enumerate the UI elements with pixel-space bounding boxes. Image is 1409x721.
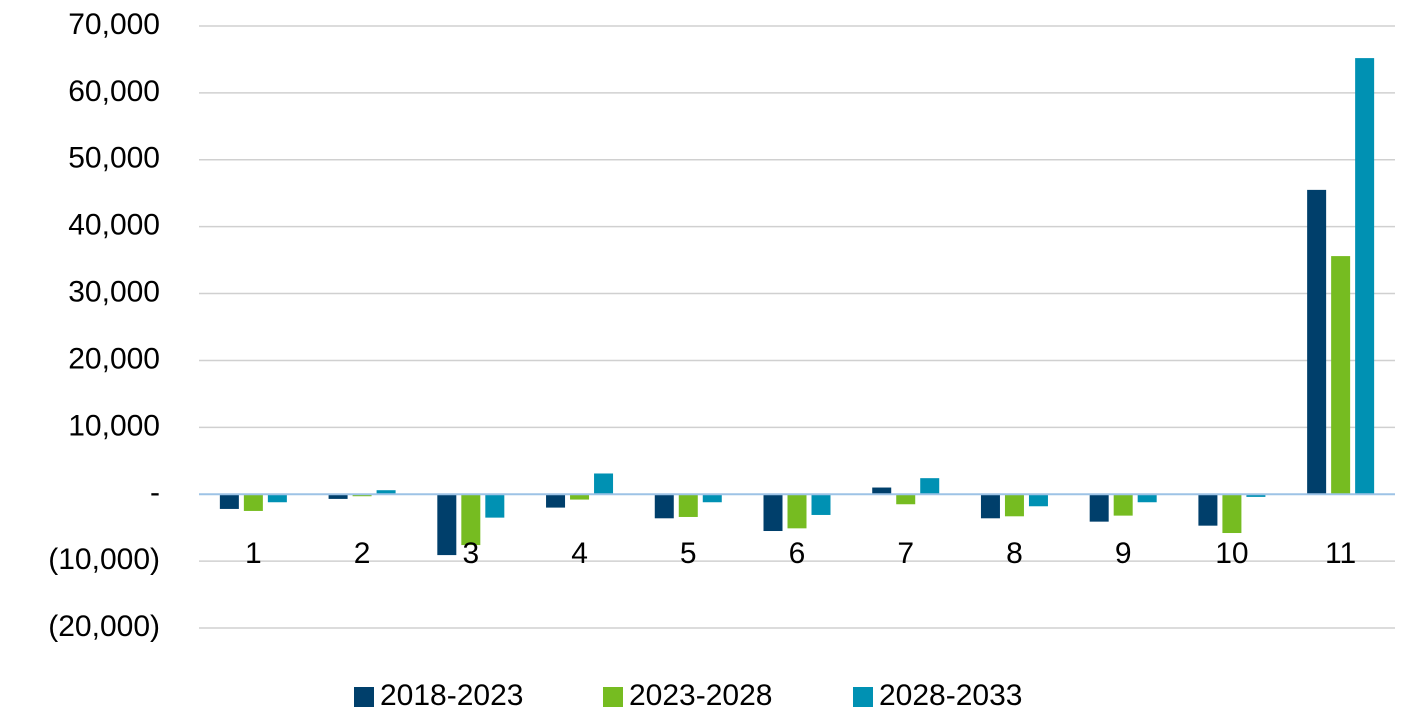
bar: [1355, 58, 1375, 495]
bar: [267, 494, 287, 503]
x-tick-label: 5: [680, 537, 697, 570]
bar: [1089, 494, 1109, 522]
bar: [811, 494, 831, 515]
bar: [654, 494, 674, 519]
bar: [702, 494, 722, 503]
bar: [328, 494, 348, 499]
bar: [787, 494, 807, 529]
bar: [980, 494, 1000, 519]
legend-label: 2018-2023: [380, 679, 523, 712]
y-tick-label: 40,000: [68, 209, 160, 242]
bar: [594, 473, 614, 495]
bar: [920, 478, 940, 495]
y-tick-label: 10,000: [68, 409, 160, 442]
x-tick-label: 6: [789, 537, 806, 570]
legend-label: 2023-2028: [629, 679, 772, 712]
bar: [1004, 494, 1024, 517]
y-tick-label: 30,000: [68, 275, 160, 308]
y-tick-label: 20,000: [68, 342, 160, 375]
bar: [1222, 494, 1242, 534]
x-tick-label: 2: [354, 537, 371, 570]
bar: [546, 494, 566, 508]
bar: [1331, 256, 1351, 495]
x-tick-label: 8: [1006, 537, 1023, 570]
bar: [1137, 494, 1157, 503]
bar: [1198, 494, 1218, 526]
x-tick-label: 11: [1325, 537, 1356, 570]
y-tick-label: 60,000: [68, 75, 160, 108]
bar: [678, 494, 698, 517]
legend-swatch: [853, 687, 873, 707]
bar: [219, 494, 239, 509]
x-tick-label: 4: [571, 537, 588, 570]
bar: [352, 494, 372, 497]
x-tick-label: 7: [897, 537, 914, 570]
bar: [1113, 494, 1133, 516]
bar: [376, 490, 396, 495]
y-tick-label: 50,000: [68, 142, 160, 175]
bar: [461, 494, 481, 546]
bar: [763, 494, 783, 532]
bar: [1246, 494, 1266, 497]
bar: [485, 494, 505, 518]
y-tick-label: -: [150, 476, 160, 509]
legend-swatch: [603, 687, 623, 707]
x-tick-label: 3: [462, 537, 479, 570]
bar: [872, 487, 892, 495]
legend-swatch: [354, 687, 374, 707]
bar: [243, 494, 263, 511]
bar: [570, 494, 590, 500]
x-tick-label: 9: [1115, 537, 1132, 570]
bar: [437, 494, 457, 556]
bar: [896, 494, 916, 505]
x-tick-label: 1: [245, 537, 262, 570]
y-tick-label: (20,000): [48, 610, 160, 643]
bar: [1307, 189, 1327, 495]
bar: [1028, 494, 1048, 507]
y-tick-label: (10,000): [48, 543, 160, 576]
legend-label: 2028-2033: [879, 679, 1022, 712]
y-tick-label: 70,000: [68, 8, 160, 41]
x-tick-label: 10: [1215, 537, 1248, 570]
